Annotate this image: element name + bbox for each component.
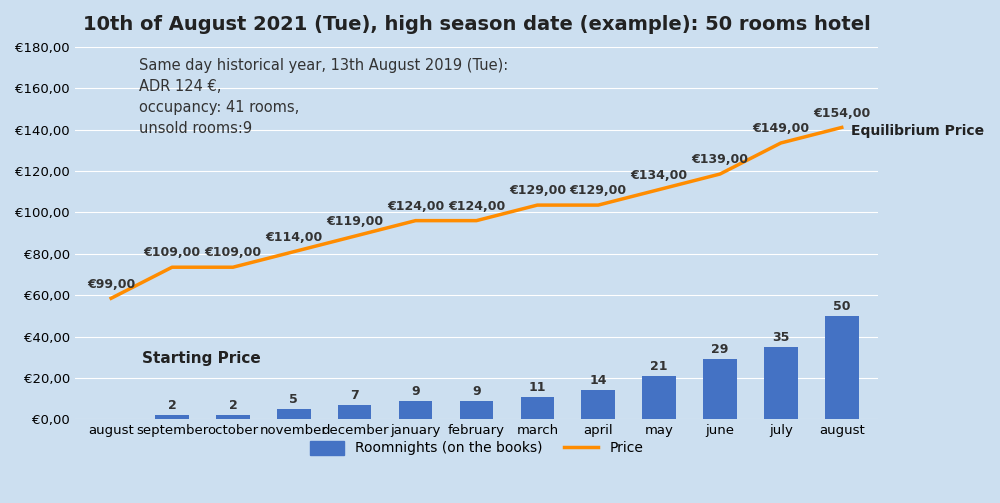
Text: 2: 2 — [168, 399, 176, 412]
Text: 50: 50 — [833, 300, 851, 313]
Text: 5: 5 — [289, 393, 298, 406]
Text: €114,00: €114,00 — [265, 231, 322, 244]
Text: €129,00: €129,00 — [509, 184, 566, 197]
Text: €134,00: €134,00 — [631, 169, 688, 182]
Text: €109,00: €109,00 — [204, 246, 261, 260]
Text: 7: 7 — [350, 389, 359, 402]
Text: €149,00: €149,00 — [752, 122, 809, 135]
Text: €119,00: €119,00 — [326, 215, 383, 228]
Text: Equilibrium Price: Equilibrium Price — [851, 124, 984, 137]
Text: 21: 21 — [650, 360, 668, 373]
Bar — [764, 347, 798, 420]
Text: 9: 9 — [472, 385, 481, 398]
Bar — [155, 415, 189, 420]
Text: Starting Price: Starting Price — [142, 351, 260, 366]
Title: 10th of August 2021 (Tue), high season date (example): 50 rooms hotel: 10th of August 2021 (Tue), high season d… — [83, 15, 870, 34]
Text: €139,00: €139,00 — [691, 153, 748, 166]
Legend: Roomnights (on the books), Price: Roomnights (on the books), Price — [304, 435, 649, 461]
Text: €154,00: €154,00 — [813, 107, 870, 120]
Bar — [460, 401, 493, 420]
Text: 9: 9 — [411, 385, 420, 398]
Text: Same day historical year, 13th August 2019 (Tue):
ADR 124 €,
occupancy: 41 rooms: Same day historical year, 13th August 20… — [139, 58, 508, 136]
Bar — [338, 405, 371, 420]
Bar — [399, 401, 432, 420]
Bar — [521, 397, 554, 420]
Text: 14: 14 — [589, 374, 607, 387]
Text: 29: 29 — [711, 343, 729, 356]
Text: €99,00: €99,00 — [87, 278, 135, 291]
Text: 11: 11 — [529, 381, 546, 393]
Bar — [642, 376, 676, 420]
Text: €124,00: €124,00 — [448, 200, 505, 213]
Bar — [825, 316, 859, 420]
Text: €129,00: €129,00 — [570, 184, 627, 197]
Bar — [277, 409, 311, 420]
Bar — [703, 359, 737, 420]
Bar — [581, 390, 615, 420]
Text: €109,00: €109,00 — [143, 246, 201, 260]
Text: €124,00: €124,00 — [387, 200, 444, 213]
Text: 35: 35 — [772, 331, 790, 344]
Bar — [216, 415, 250, 420]
Text: 2: 2 — [229, 399, 237, 412]
